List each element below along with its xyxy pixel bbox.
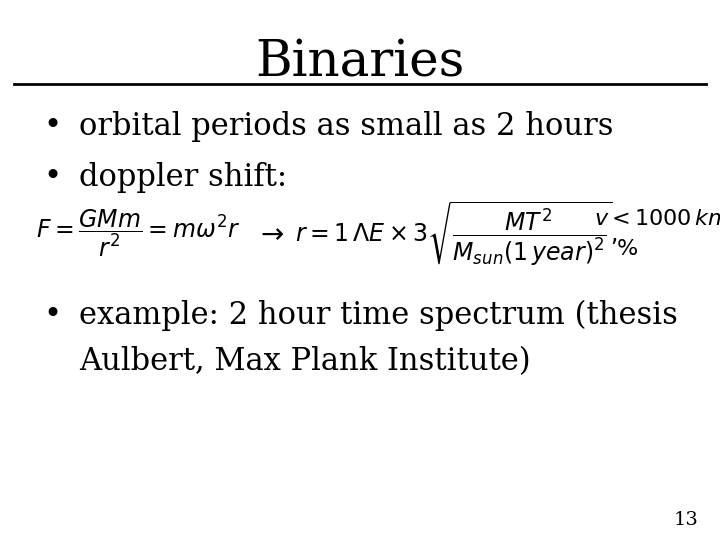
Text: doppler shift:: doppler shift:	[79, 162, 287, 193]
Text: $v < 1000\,km/s$: $v < 1000\,km/s$	[594, 208, 720, 228]
Text: example: 2 hour time spectrum (thesis: example: 2 hour time spectrum (thesis	[79, 300, 678, 331]
Text: $F = \dfrac{GMm}{r^2} = m\omega^2 r$: $F = \dfrac{GMm}{r^2} = m\omega^2 r$	[36, 207, 240, 259]
Text: $\%$: $\%$	[616, 239, 638, 260]
Text: Binaries: Binaries	[256, 38, 464, 87]
Text: orbital periods as small as 2 hours: orbital periods as small as 2 hours	[79, 111, 613, 141]
Text: Aulbert, Max Plank Institute): Aulbert, Max Plank Institute)	[79, 346, 531, 376]
Text: •: •	[43, 162, 61, 193]
Text: •: •	[43, 300, 61, 330]
Text: $\rightarrow$: $\rightarrow$	[256, 219, 284, 247]
Text: $r = 1\,\Lambda E \times 3\sqrt{\dfrac{MT^2}{M_{sun}(1\,year)^2}},$: $r = 1\,\Lambda E \times 3\sqrt{\dfrac{M…	[295, 199, 618, 268]
Text: 13: 13	[673, 511, 698, 529]
Text: •: •	[43, 111, 61, 141]
